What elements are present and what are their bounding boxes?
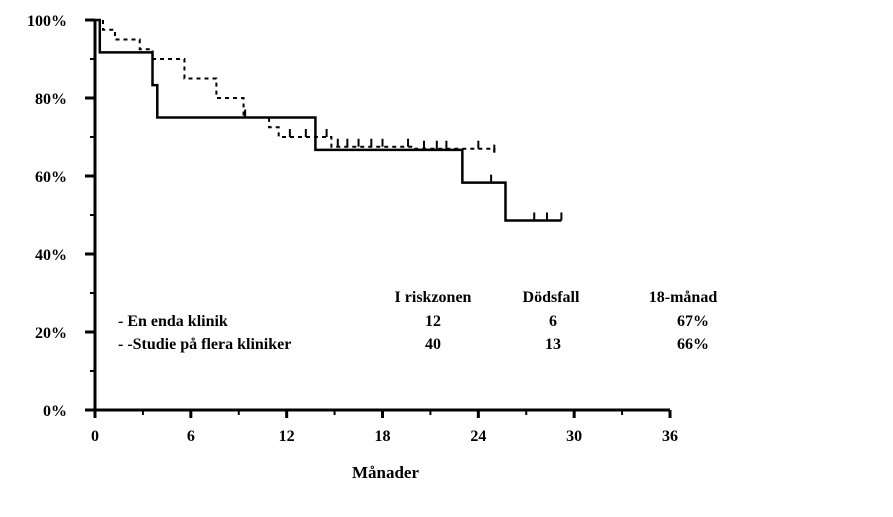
y-tick-label: 0% [43, 403, 67, 420]
cell: 12 [425, 313, 441, 330]
y-tick-label: 100% [27, 13, 67, 30]
x-tick-label: 18 [375, 428, 391, 445]
cell: 66% [677, 336, 709, 353]
x-tick-label: 30 [566, 428, 582, 445]
header-risk: I riskzonen [394, 289, 472, 306]
x-tick-label: 6 [187, 428, 195, 445]
y-tick-label: 60% [35, 169, 67, 186]
x-axis-label: Månader [352, 463, 420, 482]
survival-curve-multi [95, 19, 496, 153]
cell: 40 [425, 336, 441, 353]
header-18m: 18-månad [648, 289, 718, 306]
cell: 67% [677, 313, 709, 330]
x-tick-label: 36 [662, 428, 678, 445]
x-tick-label: 12 [279, 428, 295, 445]
survival-curve-single [95, 18, 562, 222]
y-tick-label: 80% [35, 91, 67, 108]
cell: 13 [545, 336, 561, 353]
y-tick-label: 40% [35, 247, 67, 264]
y-tick-label: 20% [35, 325, 67, 342]
cell: 6 [549, 313, 557, 330]
row-label: - En enda klinik [118, 313, 228, 330]
x-tick-label: 24 [470, 428, 486, 445]
row-label: - -Studie på flera kliniker [118, 336, 292, 353]
x-tick-label: 0 [91, 428, 99, 445]
header-deaths: Dödsfall [522, 289, 580, 306]
